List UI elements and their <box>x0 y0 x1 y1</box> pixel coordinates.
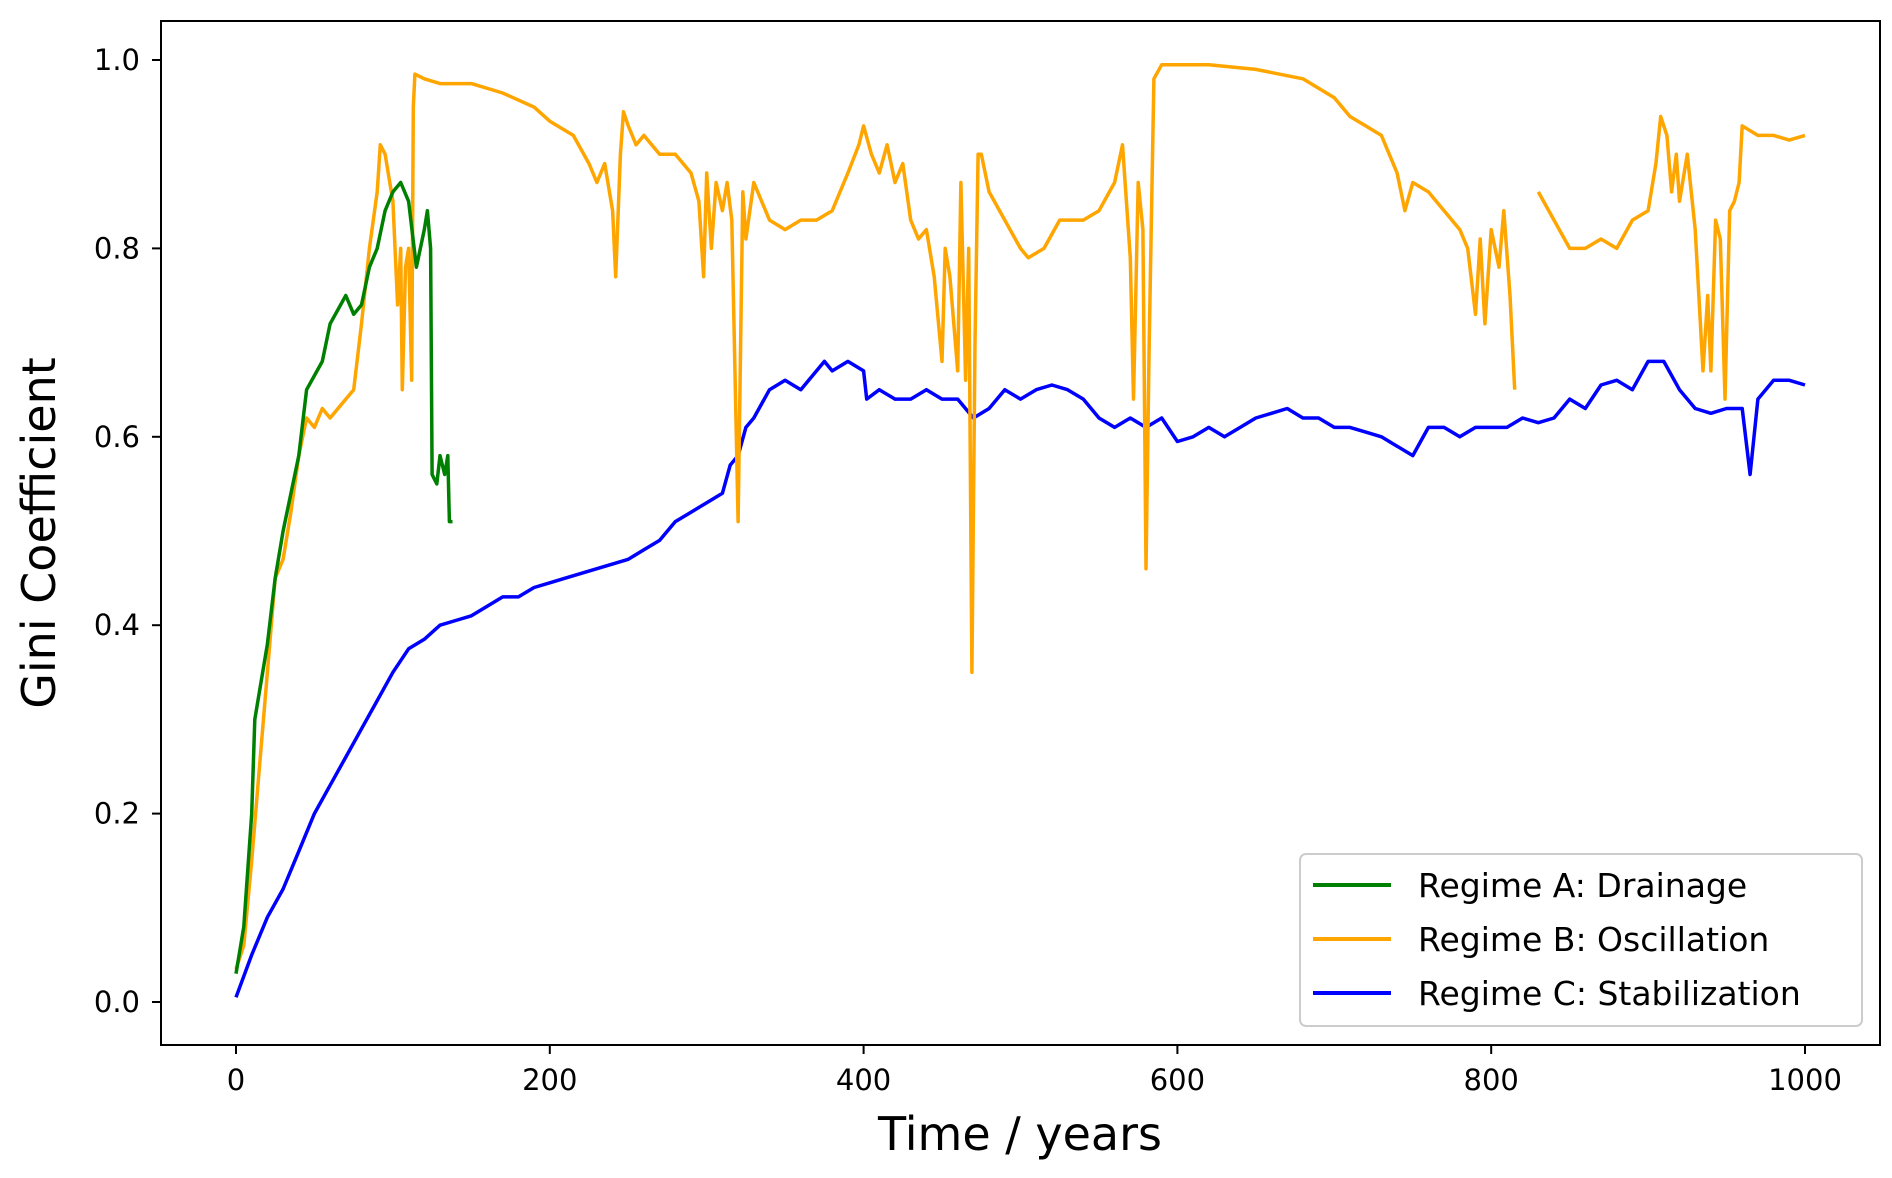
legend-label-a: Regime A: Drainage <box>1418 866 1747 905</box>
x-tick-label: 400 <box>836 1063 891 1097</box>
x-tick-label: 600 <box>1150 1063 1205 1097</box>
x-tick-label: 1000 <box>1768 1063 1842 1097</box>
plot-frame <box>160 20 1881 1046</box>
x-axis-label: Time / years <box>877 1107 1162 1161</box>
y-axis: 0.0 0.2 0.4 0.6 0.8 1.0 <box>94 43 161 1019</box>
y-tick-label: 0.4 <box>94 608 140 642</box>
y-tick-label: 0.6 <box>94 420 140 454</box>
x-tick-label: 0 <box>227 1063 245 1097</box>
legend-label-c: Regime C: Stabilization <box>1418 974 1801 1013</box>
x-tick-label: 800 <box>1464 1063 1519 1097</box>
plot-lines <box>234 62 1806 998</box>
series-line-c <box>234 359 1806 998</box>
y-tick-label: 1.0 <box>94 43 140 77</box>
legend-box <box>1299 853 1863 1027</box>
x-tick-label: 200 <box>522 1063 577 1097</box>
legend: Regime A: Drainage Regime B: Oscillation… <box>1299 853 1863 1027</box>
x-axis: 0 200 400 600 800 1000 <box>227 1045 1842 1097</box>
legend-label-b: Regime B: Oscillation <box>1418 920 1769 959</box>
y-tick-label: 0.0 <box>94 985 140 1019</box>
y-tick-label: 0.8 <box>94 231 140 265</box>
y-axis-label: Gini Coefficient <box>12 357 66 709</box>
series-line-b <box>234 62 1806 970</box>
y-tick-label: 0.2 <box>94 797 140 831</box>
series-line-a <box>234 180 453 974</box>
